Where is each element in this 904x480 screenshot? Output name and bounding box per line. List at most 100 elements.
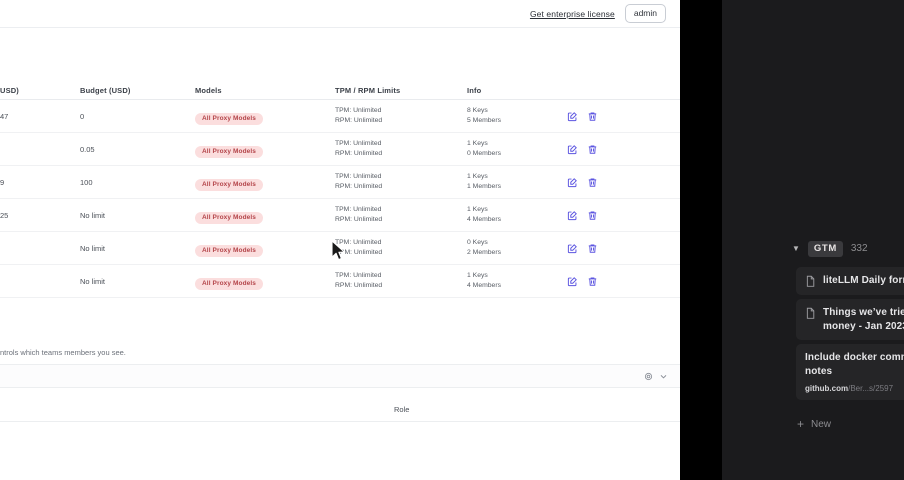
tpm-value: TPM: Unlimited bbox=[335, 238, 382, 246]
tpm-value: TPM: Unlimited bbox=[335, 205, 382, 213]
cell-actions bbox=[567, 144, 680, 155]
delete-icon[interactable] bbox=[587, 177, 598, 188]
note-title: Things we’ve tried money - Jan 2023 bbox=[823, 307, 904, 332]
tpm-value: TPM: Unlimited bbox=[335, 139, 382, 147]
delete-icon[interactable] bbox=[587, 144, 598, 155]
cell-models: All Proxy Models bbox=[195, 272, 335, 291]
cell-limits: TPM: Unlimited RPM: Unlimited bbox=[335, 173, 467, 191]
delete-icon[interactable] bbox=[587, 276, 598, 287]
column-header-budget: Budget (USD) bbox=[80, 86, 131, 95]
note-url-domain: github.com bbox=[805, 384, 849, 393]
note-url-path: /Ber...s/2597 bbox=[848, 384, 894, 393]
tpm-value: TPM: Unlimited bbox=[335, 172, 382, 180]
edit-icon[interactable] bbox=[567, 276, 578, 287]
gtm-tag-chip[interactable]: GTM bbox=[807, 241, 843, 257]
cell-actions bbox=[567, 111, 680, 122]
group-header-gtm[interactable]: ▼ GTM 332 bbox=[792, 241, 868, 257]
keys-count: 8 Keys bbox=[467, 106, 488, 114]
top-bar: Get enterprise license admin bbox=[0, 0, 680, 28]
all-proxy-models-badge: All Proxy Models bbox=[195, 112, 263, 126]
members-filter-bar bbox=[0, 364, 680, 388]
members-count: 0 Members bbox=[467, 150, 501, 157]
cell-limits: TPM: Unlimited RPM: Unlimited bbox=[335, 107, 467, 125]
caret-down-icon[interactable]: ▼ bbox=[792, 243, 800, 253]
cell-spend: 9 bbox=[0, 177, 5, 187]
table-row[interactable]: 25 No limit All Proxy Models TPM: Unlimi… bbox=[0, 199, 680, 232]
rpm-value: RPM: Unlimited bbox=[335, 150, 383, 157]
cell-info: 1 Keys 0 Members bbox=[467, 140, 567, 158]
chevron-down-icon[interactable] bbox=[659, 372, 668, 381]
new-note-label: New bbox=[811, 418, 832, 430]
notes-panel: ▼ GTM 332 liteLLM Daily forma Things we’… bbox=[722, 0, 904, 480]
edit-icon[interactable] bbox=[567, 111, 578, 122]
cell-actions bbox=[567, 177, 680, 188]
team-visibility-note: ntrols which teams members you see. bbox=[0, 348, 126, 357]
all-proxy-models-badge: All Proxy Models bbox=[195, 244, 263, 258]
document-icon bbox=[805, 307, 816, 320]
members-count: 5 Members bbox=[467, 117, 501, 124]
cell-info: 0 Keys 2 Members bbox=[467, 239, 567, 257]
rpm-value: RPM: Unlimited bbox=[335, 249, 383, 256]
litellm-admin-page: Get enterprise license admin USD) Budget… bbox=[0, 0, 680, 480]
table-row[interactable]: No limit All Proxy Models TPM: Unlimited… bbox=[0, 232, 680, 265]
table-row[interactable]: 47 0 All Proxy Models TPM: Unlimited RPM… bbox=[0, 100, 680, 133]
edit-icon[interactable] bbox=[567, 243, 578, 254]
cell-info: 1 Keys 1 Members bbox=[467, 173, 567, 191]
new-note-button[interactable]: + New bbox=[797, 418, 831, 430]
plus-icon: + bbox=[797, 417, 805, 431]
edit-icon[interactable] bbox=[567, 144, 578, 155]
rpm-value: RPM: Unlimited bbox=[335, 183, 383, 190]
table-row[interactable]: 9 100 All Proxy Models TPM: Unlimited RP… bbox=[0, 166, 680, 199]
cell-limits: TPM: Unlimited RPM: Unlimited bbox=[335, 239, 467, 257]
get-enterprise-license-link[interactable]: Get enterprise license bbox=[529, 8, 615, 19]
all-proxy-models-badge: All Proxy Models bbox=[195, 211, 263, 225]
delete-icon[interactable] bbox=[587, 111, 598, 122]
keys-count: 1 Keys bbox=[467, 271, 488, 279]
keys-count: 0 Keys bbox=[467, 238, 488, 246]
cell-budget: 0.05 bbox=[80, 144, 95, 154]
delete-icon[interactable] bbox=[587, 210, 598, 221]
gear-icon[interactable] bbox=[644, 372, 653, 381]
cell-actions bbox=[567, 210, 680, 221]
cell-limits: TPM: Unlimited RPM: Unlimited bbox=[335, 140, 467, 158]
table-row[interactable]: 0.05 All Proxy Models TPM: Unlimited RPM… bbox=[0, 133, 680, 166]
cell-actions bbox=[567, 243, 680, 254]
note-card-with-link[interactable]: Include docker comma notes github.com/Be… bbox=[796, 344, 904, 400]
note-card[interactable]: liteLLM Daily forma bbox=[796, 267, 904, 295]
black-gap bbox=[680, 0, 722, 480]
document-icon bbox=[805, 275, 816, 288]
members-count: 4 Members bbox=[467, 216, 501, 223]
cell-budget: No limit bbox=[80, 210, 106, 220]
all-proxy-models-badge: All Proxy Models bbox=[195, 178, 263, 192]
members-count: 2 Members bbox=[467, 249, 501, 256]
tpm-value: TPM: Unlimited bbox=[335, 106, 382, 114]
cell-info: 1 Keys 4 Members bbox=[467, 272, 567, 290]
column-header-spend: USD) bbox=[0, 86, 19, 95]
cell-info: 1 Keys 4 Members bbox=[467, 206, 567, 224]
all-proxy-models-badge: All Proxy Models bbox=[195, 277, 263, 291]
note-title: Include docker comma notes bbox=[805, 352, 904, 377]
cell-budget: 100 bbox=[80, 177, 93, 187]
cell-models: All Proxy Models bbox=[195, 107, 335, 126]
delete-icon[interactable] bbox=[587, 243, 598, 254]
tpm-value: TPM: Unlimited bbox=[335, 271, 382, 279]
keys-count: 1 Keys bbox=[467, 139, 488, 147]
admin-user-button[interactable]: admin bbox=[624, 4, 666, 23]
cell-budget: No limit bbox=[80, 243, 106, 253]
members-table-header: Role bbox=[0, 398, 680, 422]
table-row[interactable]: No limit All Proxy Models TPM: Unlimited… bbox=[0, 265, 680, 298]
column-header-role: Role bbox=[394, 405, 410, 414]
edit-icon[interactable] bbox=[567, 177, 578, 188]
cell-models: All Proxy Models bbox=[195, 206, 335, 225]
column-header-limits: TPM / RPM Limits bbox=[335, 86, 401, 95]
edit-icon[interactable] bbox=[567, 210, 578, 221]
cell-models: All Proxy Models bbox=[195, 173, 335, 192]
cell-info: 8 Keys 5 Members bbox=[467, 107, 567, 125]
teams-table: USD) Budget (USD) Models TPM / RPM Limit… bbox=[0, 78, 680, 298]
note-card[interactable]: Things we’ve tried money - Jan 2023 bbox=[796, 299, 904, 340]
cell-budget: 0 bbox=[80, 111, 85, 121]
cell-spend: 47 bbox=[0, 111, 9, 121]
cell-actions bbox=[567, 276, 680, 287]
note-url[interactable]: github.com/Ber...s/2597 bbox=[805, 384, 904, 393]
cell-spend: 25 bbox=[0, 210, 9, 220]
